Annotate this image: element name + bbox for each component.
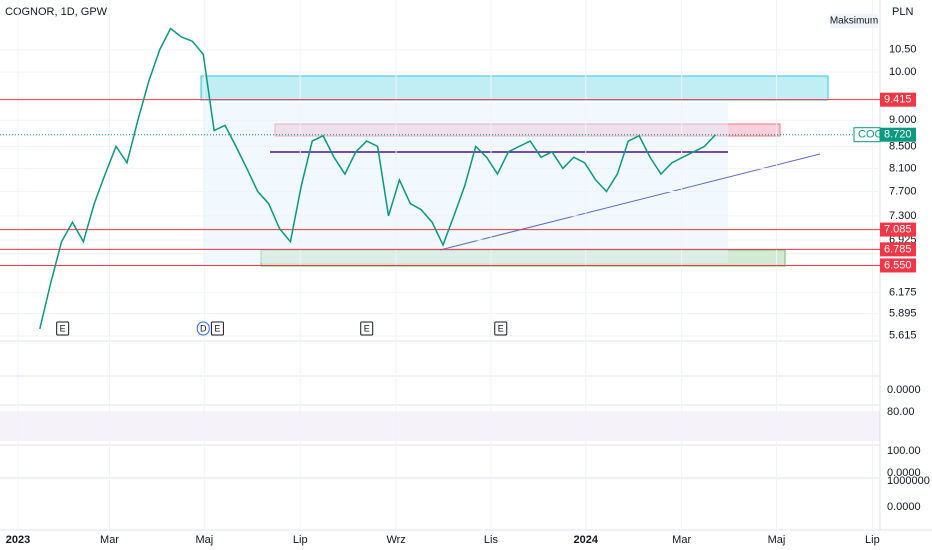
last-price-name: COG [858, 129, 883, 141]
y-tick-label: 5.895 [889, 308, 917, 320]
x-tick-label: Mar [672, 534, 691, 546]
level-label: 6.550 [884, 259, 912, 271]
event-label: E [364, 323, 370, 333]
indicator-axis-label: 0.0000 [887, 467, 921, 479]
indicator-axis-label: 1000000 [887, 475, 930, 487]
x-tick-label: Mar [100, 534, 119, 546]
x-tick-label: Lip [865, 534, 880, 546]
event-marker [56, 321, 70, 336]
event-marker [196, 321, 210, 336]
event-label: E [60, 323, 66, 333]
level-label-bg [880, 258, 916, 273]
level-label: 6.785 [884, 243, 912, 255]
x-tick-label: Wrz [386, 534, 405, 546]
indicator-axis-label: 80.00 [887, 406, 915, 418]
indicator-axis-label: 100.00 [887, 445, 921, 457]
level-label-bg [880, 92, 916, 107]
price-line [39, 27, 716, 330]
y-tick-label: 7.300 [889, 210, 917, 222]
y-tick-label: 8.500 [889, 140, 917, 152]
x-tick-label: 2024 [574, 534, 599, 546]
scale-button-label[interactable]: Maksimum [830, 16, 878, 27]
x-tick-label: Maj [195, 534, 213, 546]
event-marker [494, 321, 508, 336]
event-marker [360, 321, 374, 336]
y-tick-label: 10.00 [889, 66, 917, 78]
x-tick-label: Lis [484, 534, 499, 546]
symbol-title: COGNOR, 1D, GPW [5, 6, 108, 18]
currency: PLN [892, 6, 913, 18]
zone [200, 75, 829, 101]
x-tick-label: Maj [768, 534, 786, 546]
level-label: 9.415 [884, 94, 912, 106]
event-label: E [214, 323, 220, 333]
last-price-label: 8.720 [884, 129, 912, 141]
event-label: E [498, 323, 504, 333]
level-label: 7.085 [884, 223, 912, 235]
rsi-band [0, 411, 880, 441]
y-tick-label: 9.000 [889, 114, 917, 126]
event-label: D [200, 323, 207, 333]
y-tick-label: 10.50 [889, 44, 917, 56]
trend-line [439, 153, 821, 251]
y-tick-label: 8.100 [889, 162, 917, 174]
y-tick-label: 6.175 [889, 286, 917, 298]
level-label-bg [880, 242, 916, 257]
last-price-bg [880, 127, 916, 142]
scale-button[interactable] [830, 14, 878, 28]
x-tick-label: Lip [293, 534, 308, 546]
x-tick-label: 2023 [6, 534, 30, 546]
indicator-axis-label: 0.0000 [887, 384, 921, 396]
indicator-axis-label: 0.0000 [887, 501, 921, 513]
event-marker [210, 321, 224, 336]
level-label-bg [880, 222, 916, 237]
y-tick-label: 7.700 [889, 185, 917, 197]
y-tick-label: 5.615 [889, 330, 917, 342]
